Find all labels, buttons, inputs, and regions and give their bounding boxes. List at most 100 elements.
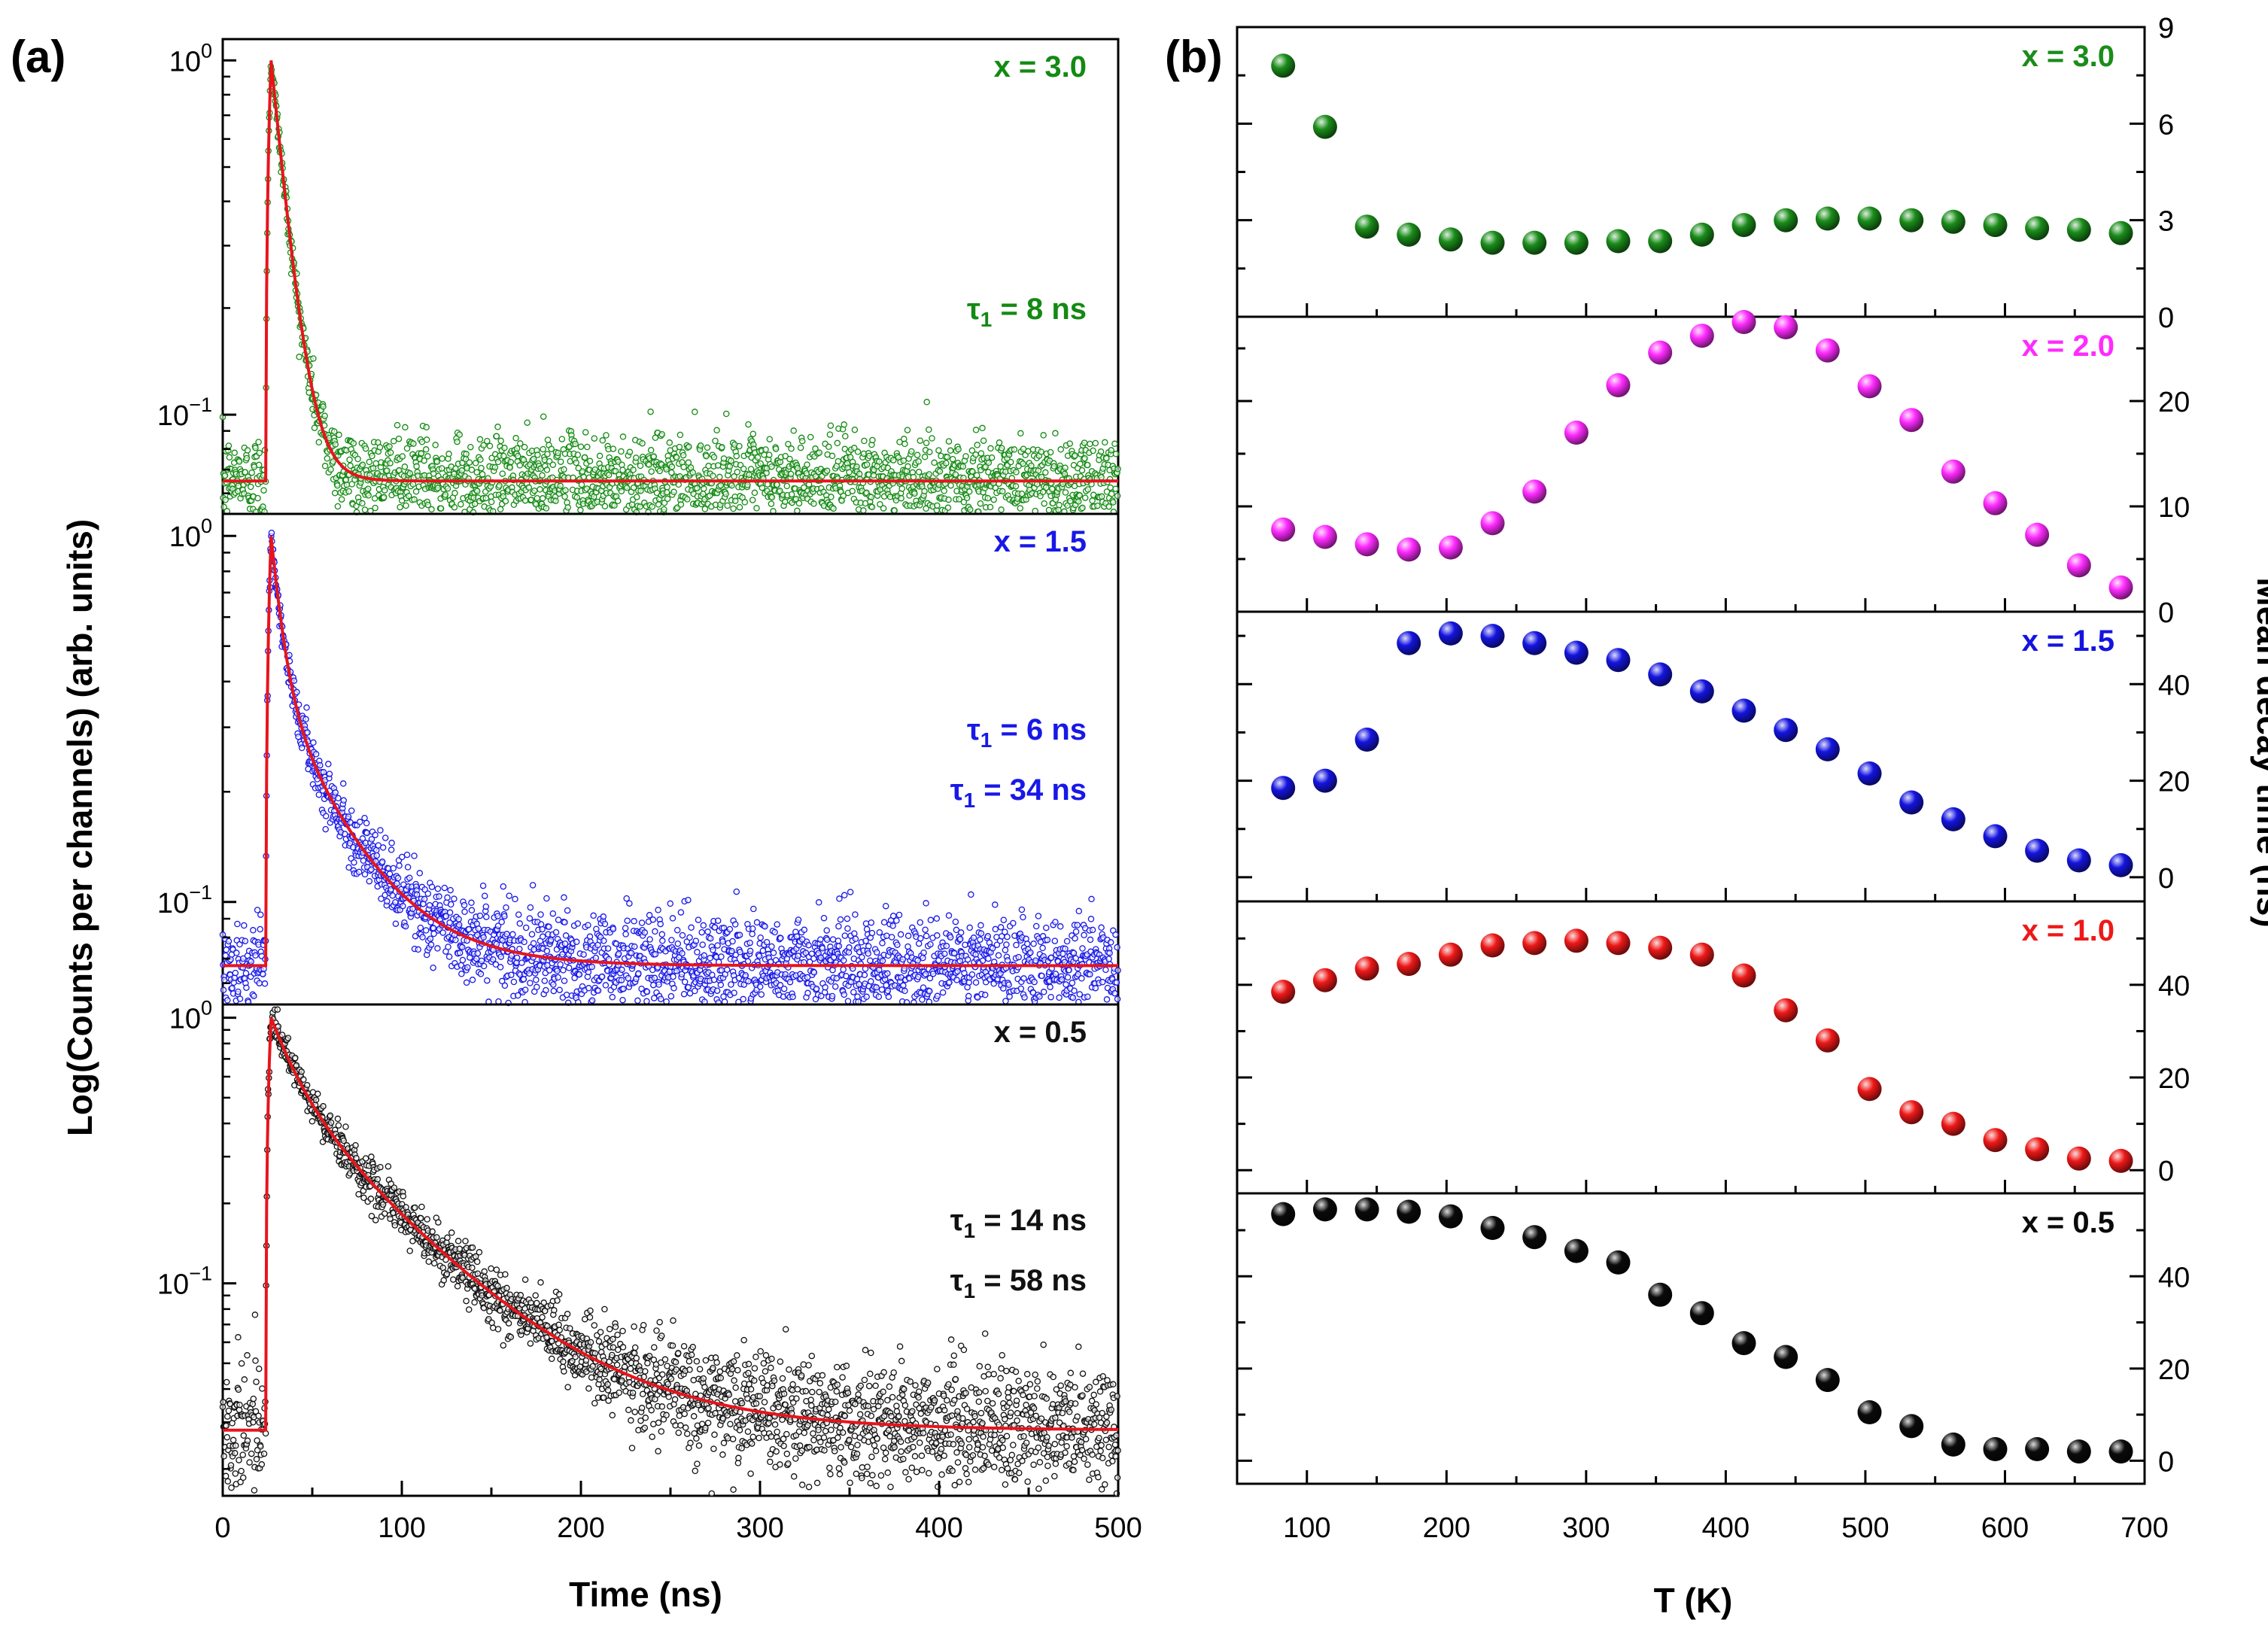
data-point bbox=[563, 991, 570, 998]
data-point bbox=[366, 458, 373, 466]
data-point bbox=[897, 931, 904, 938]
data-point bbox=[959, 463, 967, 470]
data-point bbox=[1066, 440, 1073, 447]
data-point bbox=[572, 440, 579, 448]
data-point bbox=[945, 912, 953, 919]
data-point bbox=[646, 936, 653, 943]
data-point bbox=[500, 883, 507, 890]
data-point bbox=[981, 992, 989, 998]
data-point bbox=[463, 451, 470, 457]
data-point bbox=[446, 909, 454, 916]
data-point bbox=[804, 461, 810, 468]
data-point bbox=[248, 469, 255, 476]
data-point bbox=[651, 995, 658, 1001]
data-point bbox=[251, 1487, 258, 1494]
data-point bbox=[619, 433, 627, 440]
data-point bbox=[652, 950, 659, 958]
data-point bbox=[300, 1076, 307, 1083]
data-point bbox=[710, 473, 716, 479]
data-point bbox=[720, 455, 728, 462]
data-point bbox=[835, 922, 842, 930]
data-point bbox=[439, 929, 446, 936]
data-point bbox=[868, 503, 876, 511]
data-point bbox=[915, 458, 922, 465]
data-point bbox=[516, 945, 523, 953]
data-point bbox=[479, 882, 487, 889]
data-point bbox=[612, 467, 619, 475]
data-point bbox=[575, 464, 582, 472]
data-point bbox=[241, 922, 248, 929]
data-point bbox=[667, 900, 674, 907]
data-point bbox=[626, 448, 634, 455]
data-point bbox=[400, 1193, 407, 1199]
y-tick-exponent: −1 bbox=[189, 394, 212, 416]
data-point bbox=[223, 1422, 230, 1430]
data-point bbox=[474, 1270, 482, 1277]
data-point bbox=[516, 920, 524, 927]
data-point bbox=[236, 458, 243, 465]
data-point bbox=[463, 979, 470, 986]
data-point bbox=[310, 739, 317, 746]
data-point bbox=[977, 450, 985, 457]
data-point bbox=[228, 1484, 235, 1491]
data-point bbox=[295, 733, 302, 740]
data-point bbox=[310, 355, 317, 362]
data-point bbox=[657, 920, 664, 928]
data-point bbox=[860, 507, 867, 514]
data-point bbox=[1041, 500, 1047, 507]
data-point bbox=[728, 981, 734, 988]
data-point bbox=[962, 453, 969, 460]
data-point bbox=[324, 455, 331, 462]
data-point bbox=[749, 931, 755, 938]
data-point bbox=[744, 482, 751, 488]
data-point bbox=[1040, 432, 1047, 439]
data-point bbox=[557, 458, 564, 465]
data-point bbox=[980, 437, 987, 444]
data-point bbox=[380, 494, 388, 501]
data-point bbox=[315, 439, 323, 446]
data-point bbox=[970, 935, 977, 941]
data-point bbox=[284, 1035, 292, 1041]
data-point bbox=[1011, 446, 1018, 453]
data-point bbox=[670, 985, 677, 992]
data-point bbox=[619, 996, 626, 1004]
data-point bbox=[312, 1096, 320, 1104]
data-point bbox=[403, 1204, 409, 1211]
data-point bbox=[679, 931, 686, 939]
data-point bbox=[999, 488, 1006, 495]
data-point bbox=[641, 929, 649, 936]
data-point bbox=[601, 503, 609, 510]
data-point bbox=[894, 941, 901, 948]
data-point bbox=[746, 947, 754, 955]
data-point bbox=[873, 984, 880, 991]
data-point bbox=[1013, 469, 1020, 476]
data-point bbox=[1098, 474, 1105, 481]
data-point bbox=[359, 461, 366, 469]
data-point bbox=[458, 467, 466, 474]
data-point bbox=[904, 943, 911, 950]
data-point bbox=[474, 950, 482, 957]
data-point bbox=[437, 505, 445, 512]
data-point bbox=[789, 993, 796, 1001]
data-point bbox=[257, 1443, 264, 1450]
data-point bbox=[225, 938, 233, 945]
data-point bbox=[476, 1249, 483, 1256]
data-point bbox=[710, 976, 718, 983]
data-point bbox=[1114, 466, 1121, 473]
data-point bbox=[920, 954, 926, 962]
data-point bbox=[356, 819, 363, 825]
data-point bbox=[673, 454, 680, 461]
data-point bbox=[1028, 462, 1035, 470]
data-point bbox=[1111, 989, 1118, 997]
data-point bbox=[618, 448, 625, 455]
data-point bbox=[1072, 935, 1078, 942]
data-point bbox=[434, 945, 441, 952]
data-point bbox=[701, 485, 707, 492]
data-point bbox=[647, 408, 654, 415]
data-point bbox=[1081, 931, 1087, 939]
data-point bbox=[701, 952, 708, 959]
data-point bbox=[635, 970, 642, 977]
data-point bbox=[984, 933, 992, 940]
data-point bbox=[1018, 490, 1026, 497]
